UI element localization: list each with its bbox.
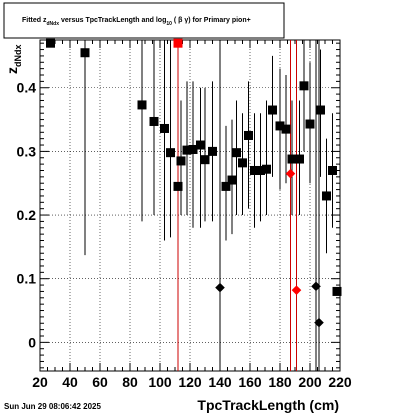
square-marker xyxy=(232,148,241,158)
y-tick-label: 0.1 xyxy=(17,271,37,287)
square-marker xyxy=(221,181,231,191)
x-tick-label: 100 xyxy=(148,374,172,390)
title-middle-sub: 10 xyxy=(166,21,172,27)
axis-ticks xyxy=(39,40,341,371)
square-marker xyxy=(299,81,309,91)
footer-date: Sun Jun 29 08:06:42 2025 xyxy=(4,402,101,411)
square-marker xyxy=(149,116,159,126)
square-marker xyxy=(244,130,253,140)
square-marker xyxy=(208,146,217,156)
square-marker xyxy=(262,164,271,174)
y-axis-label: zdNdx xyxy=(4,45,23,75)
data-markers xyxy=(46,38,342,328)
diamond-marker xyxy=(285,168,296,179)
y-axis-title: zdNdx xyxy=(4,45,23,75)
square-marker xyxy=(268,105,277,115)
x-axis-label: TpcTrackLength (cm) xyxy=(197,397,339,413)
error-bars xyxy=(50,40,333,371)
square-marker xyxy=(250,165,259,175)
square-marker xyxy=(160,123,169,133)
x-tick-labels: 20 40 60 80 100 120 140 160 180 200 220 xyxy=(32,374,352,390)
x-tick-label: 180 xyxy=(268,374,292,390)
x-tick-label: 160 xyxy=(238,374,262,390)
square-marker xyxy=(227,175,237,185)
diamond-marker xyxy=(314,317,324,328)
square-marker xyxy=(80,48,90,58)
square-marker xyxy=(176,156,186,166)
square-marker xyxy=(173,38,183,48)
y-axis-label-main: z xyxy=(4,67,20,74)
square-marker xyxy=(281,124,291,134)
diamond-marker xyxy=(291,285,302,295)
y-tick-label: 0.3 xyxy=(17,143,37,159)
square-marker xyxy=(182,145,192,155)
title-box: Fitted zdNdx versus TpcTrackLength and l… xyxy=(3,2,285,39)
y-axis-label-sub: dNdx xyxy=(13,45,23,68)
title-suffix: ( β γ) for Primary pion+ xyxy=(172,17,251,24)
square-marker xyxy=(256,165,265,175)
y-tick-label: 0 xyxy=(28,334,36,350)
x-tick-label: 20 xyxy=(32,374,48,390)
square-marker xyxy=(188,144,198,154)
square-marker xyxy=(166,148,175,158)
x-tick-label: 80 xyxy=(122,374,138,390)
square-marker xyxy=(173,181,183,191)
square-marker xyxy=(137,100,147,110)
square-marker xyxy=(322,191,331,201)
square-marker xyxy=(46,38,55,48)
title-middle: versus TpcTrackLength and log xyxy=(59,17,166,24)
square-marker xyxy=(275,121,285,131)
square-marker xyxy=(200,155,210,165)
x-tick-label: 60 xyxy=(92,374,108,390)
square-marker xyxy=(332,286,342,296)
y-tick-label: 0.2 xyxy=(17,207,37,223)
square-marker xyxy=(316,105,325,115)
chart-title: Fitted zdNdx versus TpcTrackLength and l… xyxy=(22,17,251,27)
x-tick-label: 220 xyxy=(328,374,352,390)
square-marker xyxy=(287,154,297,164)
x-tick-label: 140 xyxy=(208,374,232,390)
x-tick-label: 120 xyxy=(178,374,202,390)
square-marker xyxy=(305,119,315,129)
square-marker xyxy=(238,158,247,168)
title-prefix: Fitted z xyxy=(22,17,47,24)
square-marker xyxy=(196,140,205,150)
y-tick-labels: 0 0.1 0.2 0.3 0.4 xyxy=(17,80,37,351)
square-marker xyxy=(295,154,304,164)
diamond-marker xyxy=(215,282,225,293)
y-tick-label: 0.4 xyxy=(17,80,37,96)
square-marker xyxy=(328,165,337,175)
x-tick-label: 40 xyxy=(62,374,78,390)
diamond-marker xyxy=(311,281,321,292)
x-tick-label: 200 xyxy=(298,374,322,390)
title-prefix-sub: dNdx xyxy=(47,21,60,27)
